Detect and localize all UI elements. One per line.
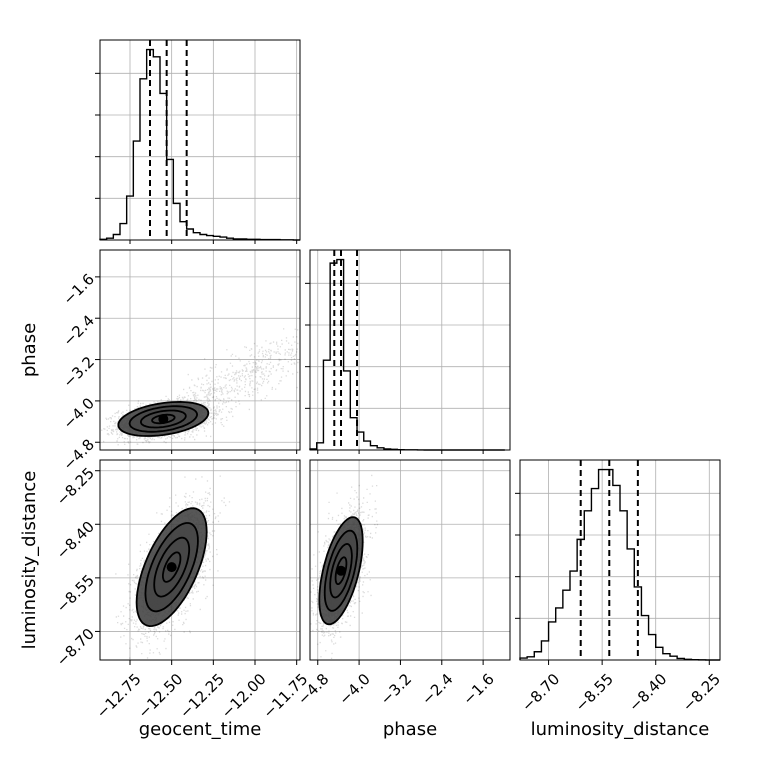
contour-line bbox=[144, 522, 199, 613]
y-tick-label: −2.4 bbox=[60, 311, 98, 349]
y-tick-label: −1.6 bbox=[60, 270, 98, 308]
contour-line bbox=[153, 536, 191, 598]
density-peak bbox=[158, 413, 169, 424]
x-tick-label: −3.2 bbox=[377, 670, 415, 708]
density-peak bbox=[336, 565, 347, 576]
panel-frame bbox=[99, 39, 301, 241]
panel-frame bbox=[99, 459, 301, 661]
contour-line bbox=[323, 529, 359, 612]
contour-line bbox=[117, 400, 210, 437]
x-axis-label-phase: phase bbox=[383, 719, 437, 740]
x-tick-label: −12.25 bbox=[176, 670, 228, 722]
y-axis-label-phase: phase bbox=[19, 323, 40, 377]
y-tick-label: −4.0 bbox=[60, 394, 98, 432]
x-tick-label: −1.6 bbox=[459, 670, 497, 708]
y-axis-label-luminosity_distance: luminosity_distance bbox=[19, 471, 40, 650]
contour-line bbox=[139, 409, 187, 429]
panel-frame bbox=[309, 249, 511, 451]
x-tick-label: −12.75 bbox=[93, 670, 145, 722]
y-tick-label: −4.8 bbox=[60, 436, 98, 474]
scatter-geocent_time-phase bbox=[101, 328, 300, 446]
x-axis-label-luminosity_distance: luminosity_distance bbox=[531, 719, 710, 740]
x-tick-label: −8.40 bbox=[625, 670, 670, 715]
x-tick-label: −8.70 bbox=[518, 670, 563, 715]
contour-line bbox=[318, 516, 364, 626]
y-tick-label: −8.55 bbox=[53, 571, 98, 616]
contour-line bbox=[128, 405, 199, 433]
contour-line bbox=[151, 413, 176, 425]
density-peak bbox=[166, 562, 177, 573]
histogram-phase bbox=[309, 258, 505, 451]
scatter-phase-luminosity_distance bbox=[310, 474, 379, 659]
histogram-luminosity_distance bbox=[519, 468, 720, 661]
contour-line bbox=[334, 556, 348, 585]
scatter-geocent_time-luminosity_distance bbox=[115, 475, 231, 660]
panel-frame bbox=[309, 459, 511, 661]
x-tick-label: −4.0 bbox=[335, 670, 373, 708]
x-axis-label-geocent_time: geocent_time bbox=[139, 719, 262, 740]
contour-line bbox=[162, 551, 182, 583]
histogram-geocent_time bbox=[99, 48, 300, 241]
contour-line bbox=[329, 542, 353, 599]
y-tick-label: −8.40 bbox=[53, 518, 98, 563]
y-tick-label: −8.70 bbox=[53, 625, 98, 670]
y-tick-label: −3.2 bbox=[60, 353, 98, 391]
x-tick-label: −8.25 bbox=[679, 670, 724, 715]
x-tick-label: −12.50 bbox=[134, 670, 186, 722]
x-tick-label: −2.4 bbox=[418, 670, 456, 708]
panel-frame bbox=[99, 249, 301, 451]
panel-frame bbox=[519, 459, 721, 661]
x-tick-label: −8.55 bbox=[572, 670, 617, 715]
contour-line bbox=[135, 507, 208, 628]
x-tick-label: −12.00 bbox=[218, 670, 270, 722]
